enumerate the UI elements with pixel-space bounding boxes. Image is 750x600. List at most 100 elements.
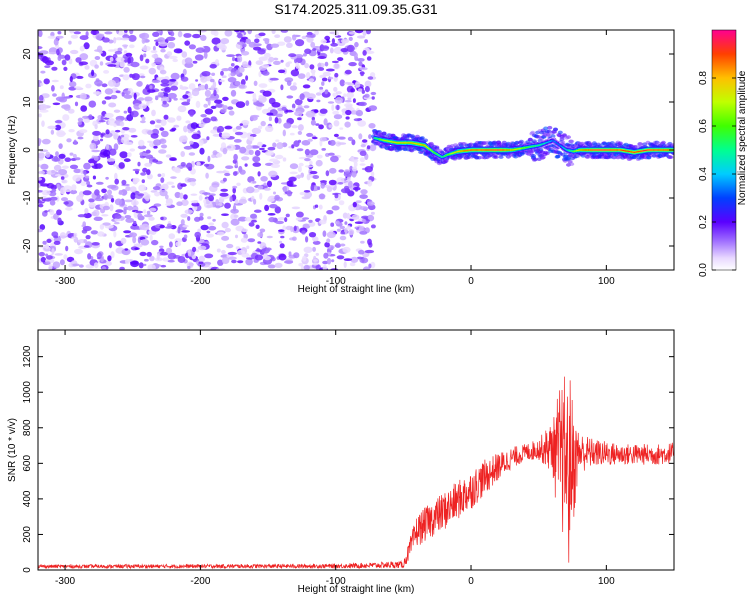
heatmap-cell <box>121 179 127 186</box>
heatmap-cell <box>473 149 475 151</box>
heatmap-cell <box>39 224 46 231</box>
heatmap-cell <box>162 100 167 105</box>
heatmap-cell <box>365 30 371 35</box>
heatmap-cell <box>663 149 666 151</box>
heatmap-cell <box>411 142 413 144</box>
heatmap-cell <box>143 214 153 218</box>
heatmap-cell <box>198 139 204 146</box>
heatmap-cell <box>357 58 365 62</box>
heatmap-cell <box>306 132 314 137</box>
heatmap-cell <box>255 60 264 66</box>
y-tick-label: 1000 <box>22 381 33 404</box>
heatmap-cell <box>254 254 264 261</box>
heatmap-cell <box>448 153 450 155</box>
heatmap-cell <box>301 196 311 200</box>
heatmap-cell <box>253 80 258 87</box>
colorbar-ticks: 0.0 0.2 0.4 0.6 0.8 <box>698 71 736 277</box>
heatmap-cell <box>250 133 257 138</box>
heatmap-cell <box>293 252 300 259</box>
heatmap-cell <box>592 149 594 151</box>
heatmap-cell <box>425 146 428 148</box>
heatmap-cell <box>403 142 406 144</box>
heatmap-cell <box>100 115 104 123</box>
spectrogram-y-ticks: -20 -10 0 10 20 <box>22 48 674 253</box>
heatmap-cell <box>336 255 345 260</box>
heatmap-cell <box>132 168 140 172</box>
heatmap-cell <box>641 150 643 152</box>
heatmap-cell <box>326 186 333 193</box>
heatmap-cell <box>102 205 110 211</box>
heatmap-cell <box>38 170 46 175</box>
heatmap-cell <box>110 94 118 100</box>
heatmap-cell <box>57 55 62 61</box>
heatmap-cell <box>99 224 105 230</box>
heatmap-cell <box>194 54 204 61</box>
heatmap-cell <box>148 216 155 221</box>
heatmap-cell <box>235 70 240 75</box>
heatmap-cell <box>581 149 583 151</box>
heatmap-cell <box>220 188 228 192</box>
heatmap-cell <box>582 149 584 151</box>
heatmap-cell <box>350 88 356 93</box>
heatmap-cell <box>160 82 170 87</box>
heatmap-cell <box>180 183 187 187</box>
heatmap-cell <box>295 174 303 179</box>
heatmap-cell <box>222 177 227 182</box>
heatmap-cell <box>94 79 103 86</box>
heatmap-cell <box>167 252 177 260</box>
heatmap-cell <box>460 150 462 152</box>
heatmap-cell <box>241 119 250 126</box>
heatmap-cell <box>160 119 167 126</box>
heatmap-cell <box>159 224 165 229</box>
heatmap-cell <box>134 247 140 250</box>
heatmap-cell <box>131 200 139 206</box>
heatmap-cell <box>130 61 140 68</box>
heatmap-cell <box>493 155 499 159</box>
heatmap-cell <box>38 152 45 159</box>
heatmap-cell <box>184 57 193 65</box>
heatmap-cell <box>421 144 423 146</box>
heatmap-cell <box>222 147 228 155</box>
heatmap-cell <box>595 149 597 151</box>
heatmap-cell <box>543 126 549 131</box>
heatmap-cell <box>307 138 313 142</box>
heatmap-cell <box>557 130 563 135</box>
heatmap-cell <box>334 63 340 69</box>
heatmap-cell <box>376 138 379 140</box>
colorbar-tick-label: 0.4 <box>698 167 709 181</box>
heatmap-cell <box>113 48 118 52</box>
heatmap-cell <box>606 149 608 151</box>
heatmap-cell <box>76 194 84 202</box>
heatmap-cell <box>245 75 249 81</box>
heatmap-cell <box>48 263 53 270</box>
heatmap-cell <box>340 231 346 235</box>
heatmap-cell <box>304 148 310 156</box>
heatmap-cell <box>288 251 292 256</box>
heatmap-cell <box>101 214 109 217</box>
heatmap-cell <box>551 140 553 142</box>
heatmap-cell <box>510 149 512 151</box>
heatmap-cell <box>130 110 139 118</box>
heatmap-cell <box>620 149 622 151</box>
heatmap-cell <box>505 149 508 151</box>
heatmap-cell <box>183 125 188 133</box>
heatmap-cell <box>546 141 549 143</box>
heatmap-cell <box>198 195 203 201</box>
heatmap-cell <box>648 149 651 151</box>
heatmap-cell <box>268 217 276 223</box>
heatmap-cell <box>271 30 276 34</box>
heatmap-cell <box>424 145 426 147</box>
heatmap-cell <box>286 95 294 99</box>
heatmap-cell <box>389 141 392 143</box>
y-tick-label: 600 <box>22 455 33 472</box>
heatmap-cell <box>180 76 189 82</box>
heatmap-cell <box>232 127 238 133</box>
heatmap-cell <box>90 230 99 235</box>
heatmap-cell <box>120 37 130 41</box>
heatmap-cell <box>621 149 623 151</box>
heatmap-cell <box>205 172 209 179</box>
heatmap-cell <box>173 97 178 101</box>
heatmap-cell <box>215 205 221 209</box>
heatmap-cell <box>364 249 375 254</box>
heatmap-cell <box>274 34 281 38</box>
